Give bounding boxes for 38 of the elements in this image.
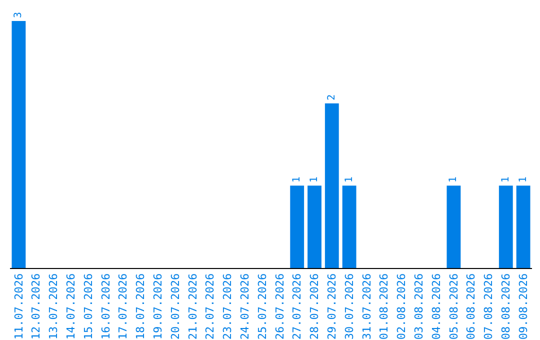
x-tick-label: 13.07.2026	[47, 273, 60, 340]
data-label: 1	[448, 176, 460, 183]
data-label: 1	[344, 176, 355, 183]
x-tick-label: 30.07.2026	[342, 273, 356, 340]
x-tick-label: 03.08.2026	[412, 273, 426, 340]
x-tick-label: 11.07.2026	[12, 273, 26, 340]
x-tick-label: 22.07.2026	[204, 273, 217, 340]
x-tick-label: 24.07.2026	[238, 273, 252, 340]
data-label: 1	[500, 176, 512, 183]
x-tick-label: 16.07.2026	[99, 273, 112, 340]
x-tick-label: 28.07.2026	[308, 273, 322, 340]
x-tick-label: 17.07.2026	[116, 273, 130, 340]
x-tick-label: 12.07.2026	[30, 273, 43, 340]
x-tick-label: 20.07.2026	[168, 273, 182, 340]
x-tick-label: 29.07.2026	[325, 273, 338, 340]
x-tick-label: 21.07.2026	[186, 273, 200, 340]
data-label: 1	[309, 176, 320, 183]
x-tick-label: 07.08.2026	[482, 273, 496, 340]
x-tick-label: 04.08.2026	[430, 273, 443, 340]
x-tick-label: 05.08.2026	[447, 273, 460, 340]
x-tick-label: 02.08.2026	[395, 273, 408, 340]
x-tick-label: 08.08.2026	[499, 273, 512, 340]
data-label: 1	[518, 176, 529, 183]
x-tick-label: 23.07.2026	[221, 273, 234, 340]
x-tick-label: 09.08.2026	[516, 273, 530, 340]
x-tick-label: 31.07.2026	[360, 273, 374, 340]
x-tick-label: 25.07.2026	[256, 273, 269, 340]
x-tick-label: 01.08.2026	[378, 273, 391, 340]
x-tick-label: 14.07.2026	[64, 273, 78, 340]
data-label: 3	[13, 12, 24, 18]
x-tick-label: 06.08.2026	[464, 273, 478, 340]
data-label: 1	[292, 176, 303, 183]
x-tick-label: 26.07.2026	[273, 273, 286, 340]
data-label: 2	[326, 94, 338, 100]
x-tick-label: 15.07.2026	[82, 273, 95, 340]
x-tick-label: 19.07.2026	[151, 273, 164, 340]
x-tick-label: 18.07.2026	[134, 273, 148, 340]
x-tick-label: 27.07.2026	[290, 273, 304, 340]
